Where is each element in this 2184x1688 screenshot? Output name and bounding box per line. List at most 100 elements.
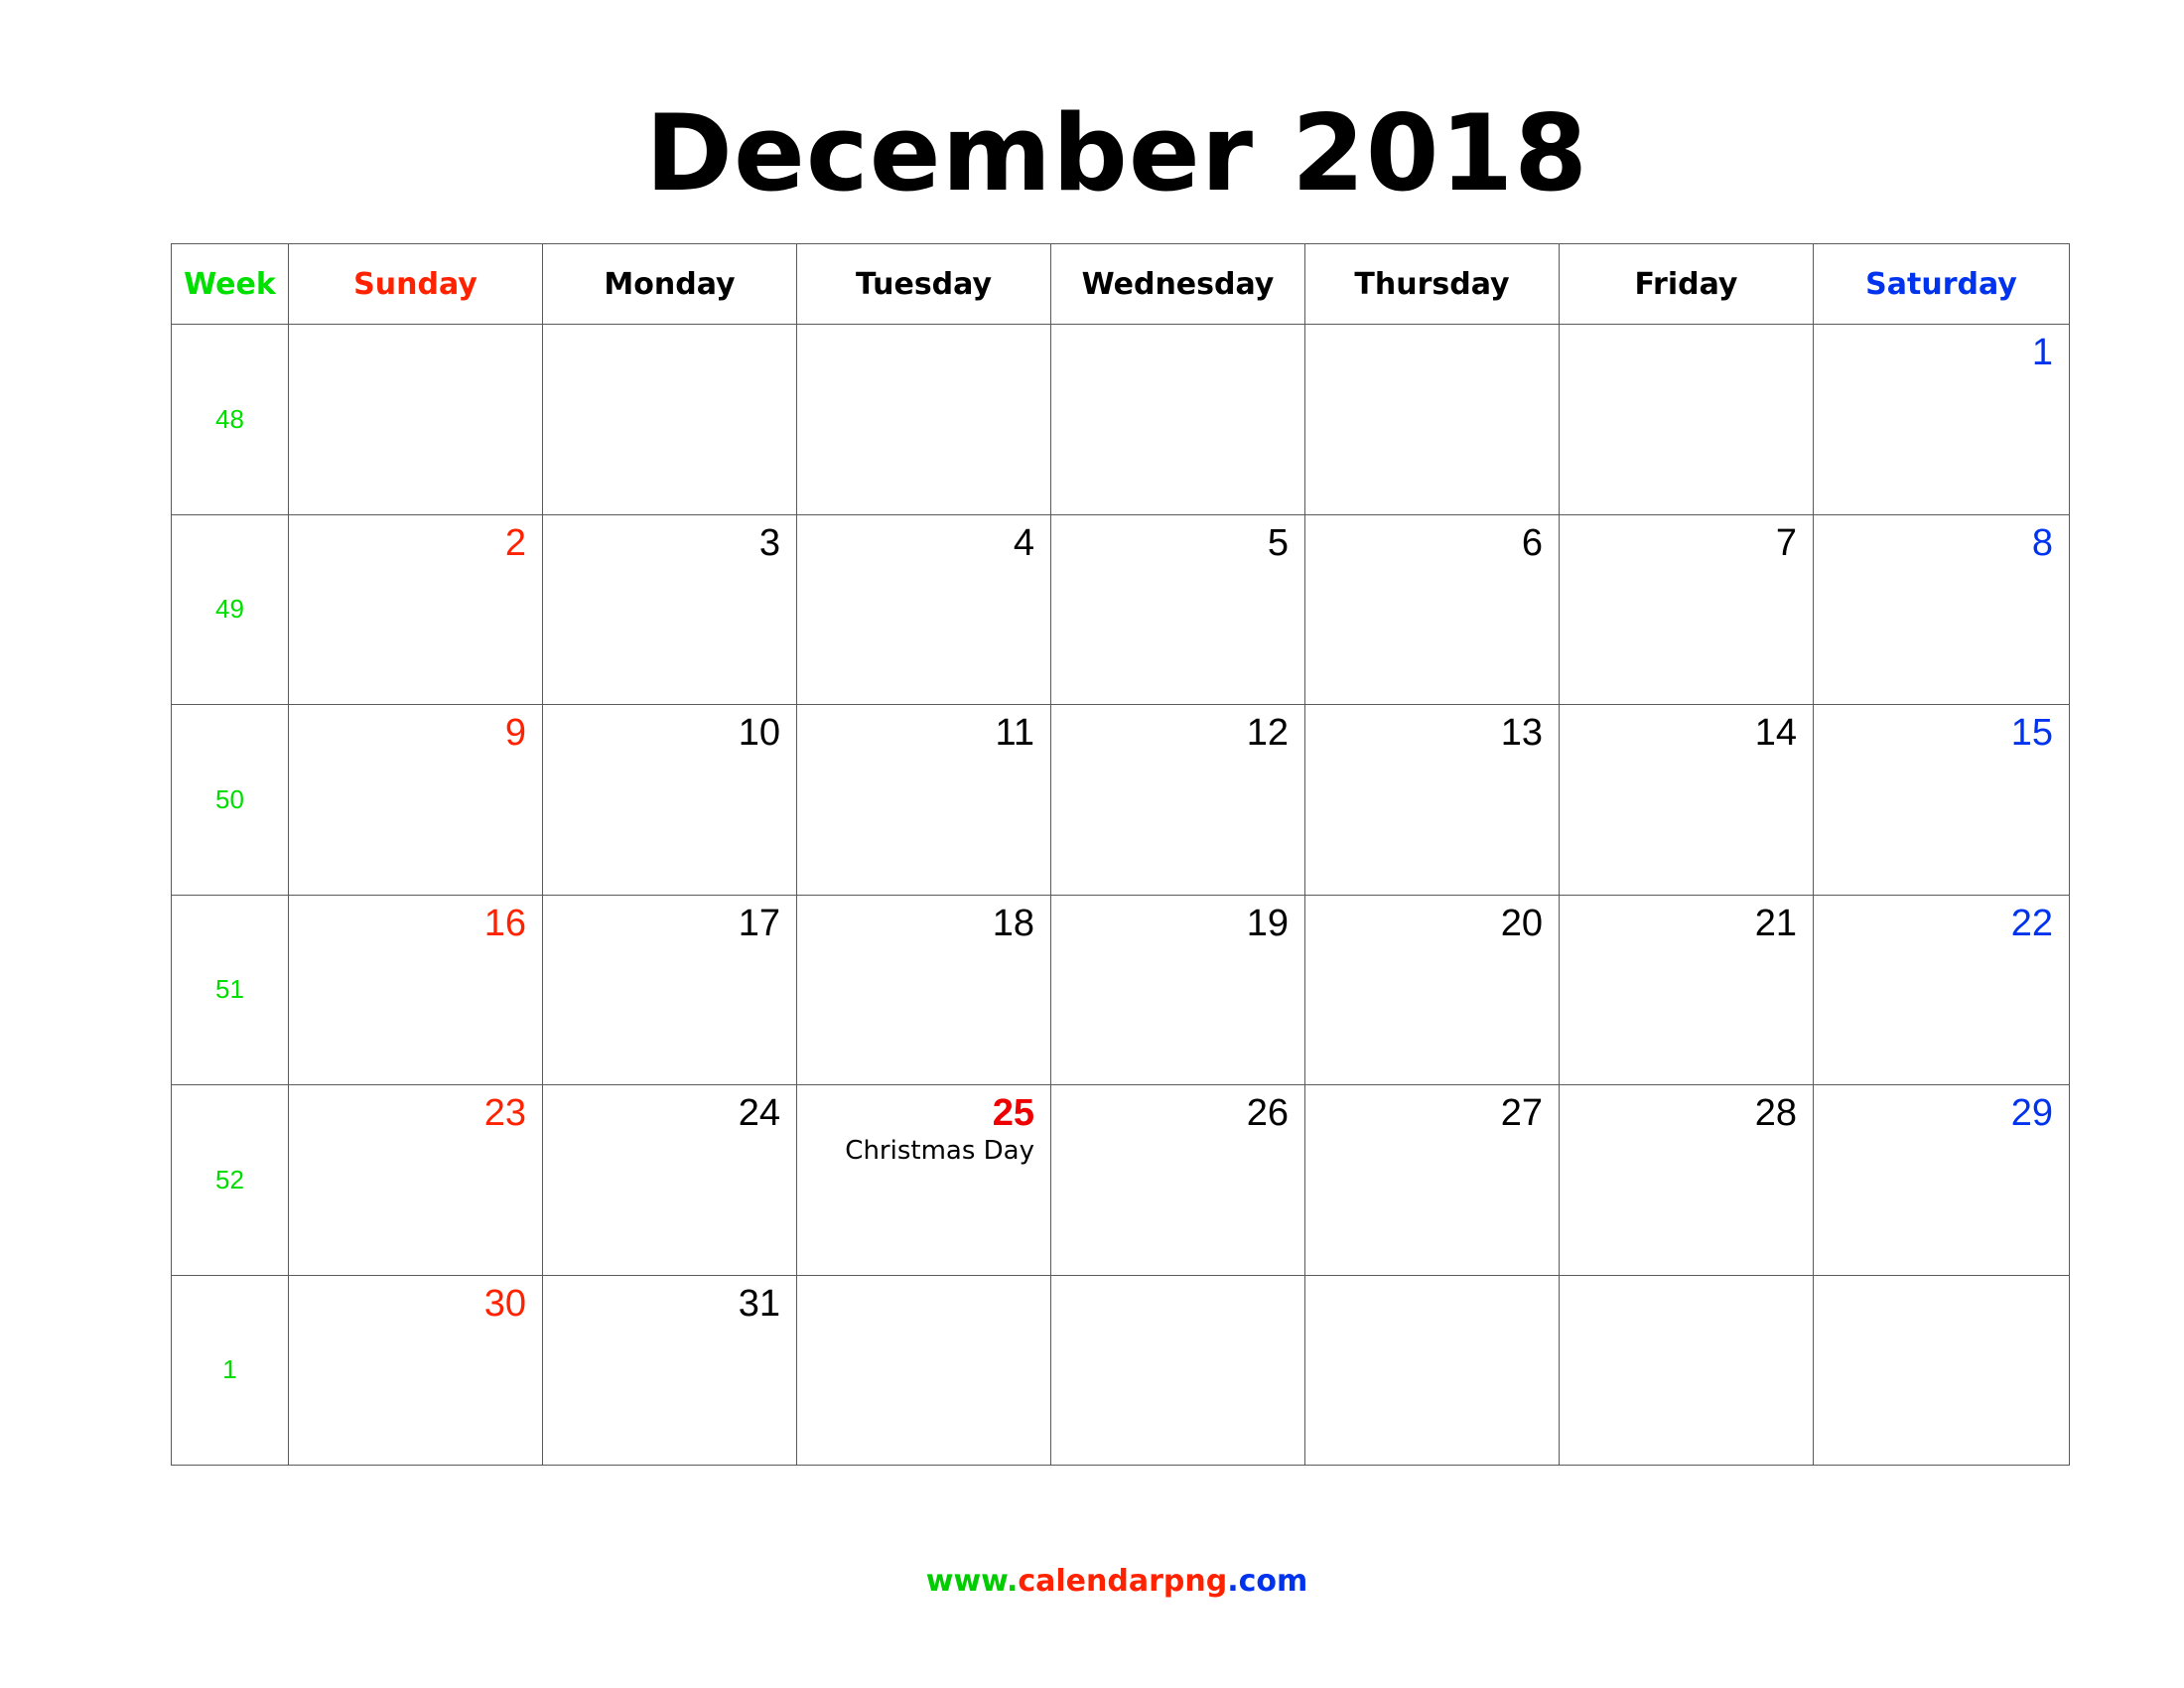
header-thursday: Thursday bbox=[1304, 243, 1560, 325]
day-number: 20 bbox=[1500, 902, 1543, 944]
empty-day-cell bbox=[1559, 1274, 1814, 1466]
footer-suffix: .com bbox=[1227, 1564, 1308, 1599]
empty-day-cell bbox=[1050, 1274, 1305, 1466]
week-row: 1 30 31 bbox=[171, 1274, 2070, 1466]
day-number: 12 bbox=[1246, 712, 1289, 754]
day-cell: 15 bbox=[1813, 704, 2070, 896]
day-cell: 7 bbox=[1559, 513, 1814, 705]
day-cell: 14 bbox=[1559, 704, 1814, 896]
empty-day-cell bbox=[1304, 324, 1560, 515]
footer-prefix: www. bbox=[925, 1564, 1019, 1599]
day-number: 8 bbox=[2031, 521, 2053, 564]
header-monday: Monday bbox=[542, 243, 797, 325]
week-number: 1 bbox=[171, 1274, 289, 1466]
footer-website: www.calendarpng.com bbox=[0, 1564, 2184, 1599]
day-number: 27 bbox=[1500, 1092, 1543, 1134]
empty-day-cell bbox=[1813, 1274, 2070, 1466]
day-cell: 27 bbox=[1304, 1084, 1560, 1276]
calendar-grid: Week Sunday Monday Tuesday Wednesday Thu… bbox=[171, 243, 2070, 1466]
empty-day-cell bbox=[288, 324, 543, 515]
week-row: 48 1 bbox=[171, 324, 2070, 515]
empty-day-cell bbox=[542, 324, 797, 515]
calendar-body: 48 1 49 2 3 4 5 6 7 8 50 9 10 11 12 13 14 15 51 16 17 18 19 20 2… bbox=[171, 324, 2070, 1466]
header-friday: Friday bbox=[1559, 243, 1814, 325]
day-number: 29 bbox=[2010, 1092, 2053, 1134]
day-cell: 8 bbox=[1813, 513, 2070, 705]
day-number: 4 bbox=[1013, 521, 1034, 564]
day-number: 25 bbox=[992, 1092, 1034, 1134]
week-row: 49 2 3 4 5 6 7 8 bbox=[171, 513, 2070, 705]
day-number: 17 bbox=[738, 902, 780, 944]
day-number: 5 bbox=[1267, 521, 1289, 564]
empty-day-cell bbox=[1559, 324, 1814, 515]
header-tuesday: Tuesday bbox=[796, 243, 1051, 325]
day-cell: 17 bbox=[542, 894, 797, 1085]
empty-day-cell bbox=[796, 324, 1051, 515]
header-wednesday: Wednesday bbox=[1050, 243, 1305, 325]
footer-domain: calendarpng bbox=[1018, 1564, 1228, 1599]
day-number: 14 bbox=[1754, 712, 1797, 754]
day-cell: 29 bbox=[1813, 1084, 2070, 1276]
day-number: 13 bbox=[1500, 712, 1543, 754]
day-number: 11 bbox=[995, 712, 1034, 754]
day-number: 23 bbox=[483, 1092, 526, 1134]
day-cell: 19 bbox=[1050, 894, 1305, 1085]
day-cell: 12 bbox=[1050, 704, 1305, 896]
day-cell: 23 bbox=[288, 1084, 543, 1276]
day-number: 16 bbox=[483, 902, 526, 944]
header-saturday: Saturday bbox=[1813, 243, 2070, 325]
week-number: 48 bbox=[171, 324, 289, 515]
week-number: 50 bbox=[171, 704, 289, 896]
day-cell: 9 bbox=[288, 704, 543, 896]
day-cell: 26 bbox=[1050, 1084, 1305, 1276]
empty-day-cell bbox=[1050, 324, 1305, 515]
day-number: 19 bbox=[1246, 902, 1289, 944]
day-number: 9 bbox=[504, 712, 526, 754]
day-number: 6 bbox=[1521, 521, 1543, 564]
week-number: 52 bbox=[171, 1084, 289, 1276]
header-sunday: Sunday bbox=[288, 243, 543, 325]
day-number: 3 bbox=[758, 521, 780, 564]
day-cell: 16 bbox=[288, 894, 543, 1085]
day-cell: 28 bbox=[1559, 1084, 1814, 1276]
day-cell: 13 bbox=[1304, 704, 1560, 896]
empty-day-cell bbox=[796, 1274, 1051, 1466]
day-number: 22 bbox=[2010, 902, 2053, 944]
day-cell: 21 bbox=[1559, 894, 1814, 1085]
day-number: 31 bbox=[738, 1282, 780, 1325]
empty-day-cell bbox=[1304, 1274, 1560, 1466]
day-cell: 11 bbox=[796, 704, 1051, 896]
day-number: 24 bbox=[738, 1092, 780, 1134]
day-cell: 3 bbox=[542, 513, 797, 705]
weekday-header-row: Week Sunday Monday Tuesday Wednesday Thu… bbox=[171, 243, 2070, 325]
day-cell: 2 bbox=[288, 513, 543, 705]
day-number: 7 bbox=[1775, 521, 1797, 564]
day-cell: 20 bbox=[1304, 894, 1560, 1085]
week-column-header: Week bbox=[171, 243, 289, 325]
day-number: 21 bbox=[1754, 902, 1797, 944]
day-number: 28 bbox=[1754, 1092, 1797, 1134]
week-row: 50 9 10 11 12 13 14 15 bbox=[171, 704, 2070, 896]
day-number: 18 bbox=[992, 902, 1034, 944]
week-row: 52 23 24 25 Christmas Day 26 27 28 29 bbox=[171, 1084, 2070, 1276]
day-number: 2 bbox=[504, 521, 526, 564]
day-number: 1 bbox=[2031, 332, 2053, 373]
day-number: 10 bbox=[738, 712, 780, 754]
day-cell: 31 bbox=[542, 1274, 797, 1466]
day-cell: 30 bbox=[288, 1274, 543, 1466]
day-number: 15 bbox=[2010, 712, 2053, 754]
day-number: 26 bbox=[1246, 1092, 1289, 1134]
day-cell: 4 bbox=[796, 513, 1051, 705]
day-cell: 22 bbox=[1813, 894, 2070, 1085]
holiday-label: Christmas Day bbox=[845, 1136, 1034, 1166]
calendar-title: December 2018 bbox=[644, 92, 1589, 214]
week-row: 51 16 17 18 19 20 21 22 bbox=[171, 894, 2070, 1085]
day-cell: 10 bbox=[542, 704, 797, 896]
week-number: 51 bbox=[171, 894, 289, 1085]
day-cell: 18 bbox=[796, 894, 1051, 1085]
day-cell: 5 bbox=[1050, 513, 1305, 705]
day-number: 30 bbox=[483, 1282, 526, 1325]
day-cell: 25 Christmas Day bbox=[796, 1084, 1051, 1276]
week-number: 49 bbox=[171, 513, 289, 705]
